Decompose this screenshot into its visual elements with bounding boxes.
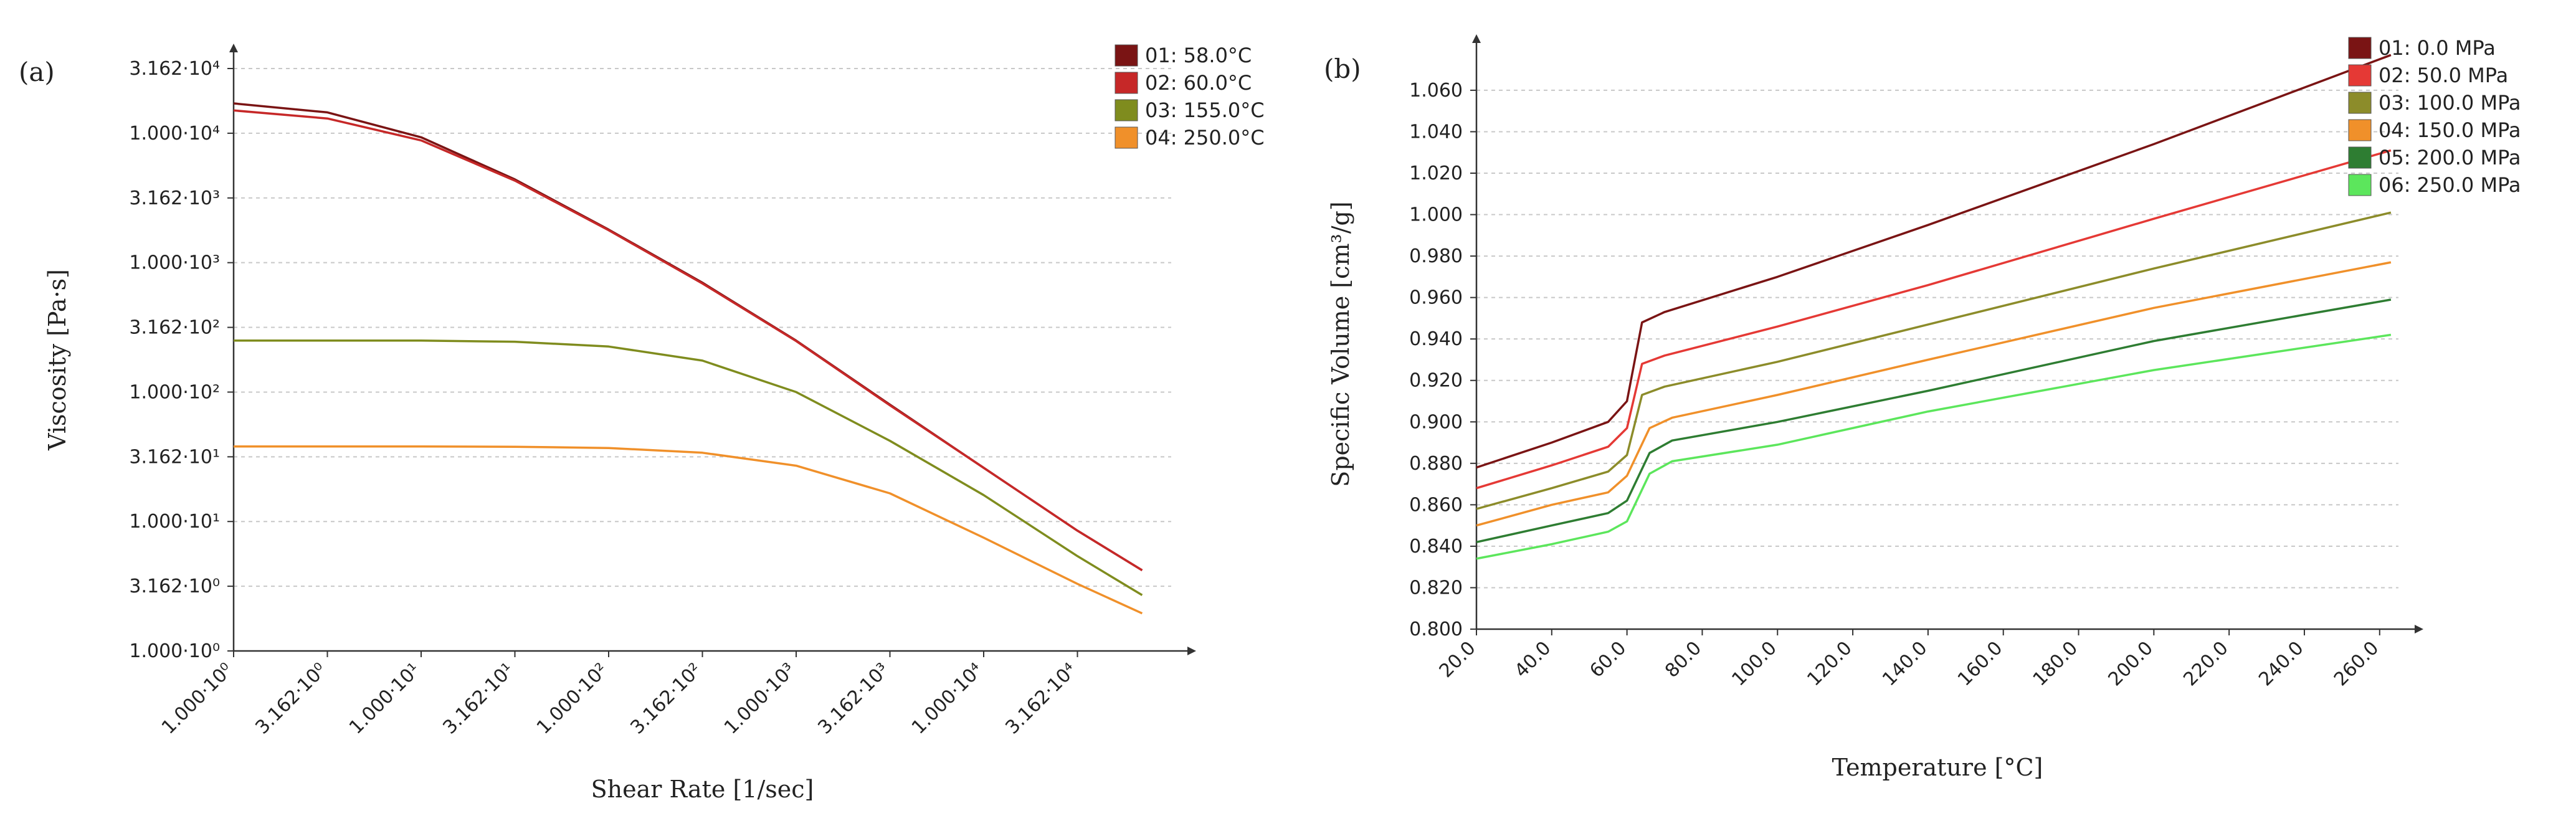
y-tick-label: 0.800 <box>1409 619 1463 640</box>
y-tick-label: 1.000·10⁰ <box>129 640 220 662</box>
y-tick-label: 0.960 <box>1409 287 1463 309</box>
series-line-2 <box>233 109 1143 571</box>
legend-label: 06: 250.0 MPa <box>2379 173 2521 197</box>
y-tick-label: 1.020 <box>1409 163 1463 184</box>
legend-swatch <box>1115 126 1138 149</box>
y-tick-label: 0.900 <box>1409 411 1463 433</box>
x-tick-label: 1.000·10¹ <box>345 659 425 739</box>
legend-label: 02: 60.0°C <box>1145 71 1252 95</box>
x-axis-title: Temperature [°C] <box>1832 754 2043 781</box>
x-tick-label: 60.0 <box>1585 637 1630 682</box>
series-line-1 <box>1476 54 2392 469</box>
y-axis-title: Specific Volume [cm³/g] <box>1327 201 1354 486</box>
legend-label: 02: 50.0 MPa <box>2379 64 2508 87</box>
x-tick-label: 1.000·10⁰ <box>158 659 237 739</box>
x-tick-label: 160.0 <box>1954 637 2007 690</box>
y-tick-label: 1.060 <box>1409 80 1463 102</box>
legend-swatch <box>2348 146 2372 169</box>
x-tick-label: 3.162·10² <box>626 659 706 739</box>
y-tick-label: 1.000·10¹ <box>129 511 220 533</box>
series-line-4 <box>234 445 1143 615</box>
legend-swatch <box>2348 174 2372 196</box>
x-tick-label: 140.0 <box>1878 637 1931 690</box>
y-tick-label: 3.162·10¹ <box>129 446 220 468</box>
legend-label: 03: 155.0°C <box>1145 98 1265 122</box>
series-line-2 <box>1476 149 2392 490</box>
series-line-3 <box>234 339 1143 596</box>
y-tick-label: 3.162·10⁴ <box>129 58 220 80</box>
x-tick-label: 80.0 <box>1661 637 1706 682</box>
legend-swatch <box>1115 44 1138 67</box>
x-tick-label: 100.0 <box>1728 637 1780 690</box>
y-tick-label: 1.000·10² <box>129 381 220 403</box>
x-tick-label: 1.000·10⁴ <box>908 659 987 739</box>
y-tick-label: 0.860 <box>1409 494 1463 516</box>
y-axis-arrow-icon <box>1472 34 1481 43</box>
x-tick-label: 3.162·10³ <box>814 659 893 739</box>
chart-panel-b: (b) 0.800 0.820 0.840 0.860 0.880 0.900 0.920 0.… <box>1324 34 2521 781</box>
y-tick-label: 0.940 <box>1409 328 1463 350</box>
y-tick-label: 1.000 <box>1409 204 1463 226</box>
x-tick-label: 3.162·10⁰ <box>251 659 331 739</box>
y-tick-label: 0.980 <box>1409 245 1463 267</box>
series-line-4 <box>1476 261 2392 527</box>
legend: 01: 0.0 MPa 02: 50.0 MPa 03: 100.0 MPa 04: … <box>2348 36 2521 197</box>
y-tick-label: 3.162·10⁰ <box>129 576 220 597</box>
legend-label: 05: 200.0 MPa <box>2379 146 2521 169</box>
x-tick-label: 3.162·10¹ <box>439 659 518 739</box>
legend-label: 01: 0.0 MPa <box>2379 36 2496 60</box>
x-axis-title: Shear Rate [1/sec] <box>591 776 814 803</box>
x-tick-label: 240.0 <box>2255 637 2307 690</box>
y-tick-label: 0.920 <box>1409 370 1463 392</box>
x-tick-label: 3.162·10⁴ <box>1001 659 1081 739</box>
legend-label: 01: 58.0°C <box>1145 44 1252 67</box>
y-tick-label: 1.040 <box>1409 121 1463 143</box>
series-line-3 <box>1476 211 2392 510</box>
x-tick-label: 40.0 <box>1510 637 1555 682</box>
legend-label: 04: 250.0°C <box>1145 126 1265 149</box>
legend-swatch <box>2348 64 2372 87</box>
y-tick-label: 0.840 <box>1409 536 1463 558</box>
x-tick-label: 220.0 <box>2179 637 2232 690</box>
chart-panel-a: (a)1.000·10⁰3.162·10⁰1.000·10¹3.162·10¹1… <box>19 44 1265 803</box>
y-tick-label: 1.000·10⁴ <box>129 123 220 145</box>
legend-swatch <box>1115 72 1138 94</box>
series-line-5 <box>1476 298 2392 544</box>
series-line-6 <box>1476 333 2392 560</box>
panel-label: (b) <box>1324 54 1361 84</box>
y-axis-arrow-icon <box>229 44 238 52</box>
legend-swatch <box>2348 92 2372 114</box>
y-axis-title: Viscosity [Pa·s] <box>44 269 71 451</box>
legend-swatch <box>1115 99 1138 121</box>
x-tick-label: 260.0 <box>2330 637 2383 690</box>
x-tick-label: 200.0 <box>2104 637 2157 690</box>
x-axis-arrow-icon <box>1187 647 1196 655</box>
legend-swatch <box>2348 119 2372 141</box>
legend-label: 04: 150.0 MPa <box>2379 118 2521 142</box>
y-tick-label: 0.880 <box>1409 453 1463 475</box>
y-tick-label: 1.000·10³ <box>129 252 220 274</box>
x-tick-label: 180.0 <box>2029 637 2082 690</box>
y-tick-label: 0.820 <box>1409 577 1463 599</box>
x-tick-label: 1.000·10³ <box>720 659 800 739</box>
y-tick-label: 3.162·10² <box>129 317 220 339</box>
y-tick-label: 3.162·10³ <box>129 187 220 209</box>
panel-label: (a) <box>19 57 55 87</box>
x-axis-arrow-icon <box>2415 625 2423 634</box>
legend-label: 03: 100.0 MPa <box>2379 91 2521 115</box>
x-tick-label: 20.0 <box>1435 637 1480 682</box>
x-tick-label: 120.0 <box>1803 637 1856 690</box>
legend-swatch <box>2348 37 2372 59</box>
x-tick-label: 1.000·10² <box>533 659 612 739</box>
legend: 01: 58.0°C 02: 60.0°C 03: 155.0°C 04: 250.0… <box>1115 44 1265 149</box>
series-line-1 <box>233 102 1143 571</box>
